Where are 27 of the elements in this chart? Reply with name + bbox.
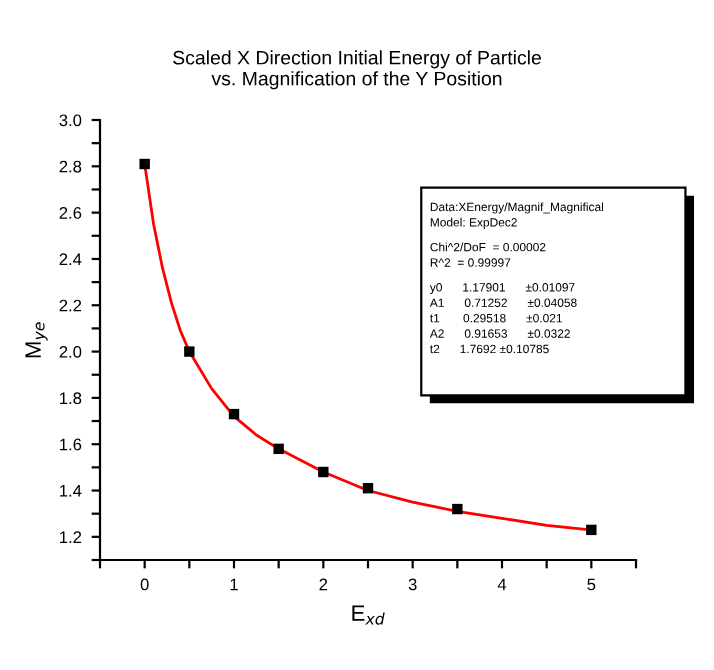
x-tick-label: 0: [140, 578, 149, 591]
point: [452, 503, 463, 515]
y-tick-label: 2.8: [59, 160, 82, 173]
y-tick-label: 3.0: [59, 114, 82, 127]
point: [139, 158, 150, 170]
y-tick-label: 2.6: [59, 207, 82, 219]
point: [362, 483, 374, 494]
y-tick-label: 1.8: [60, 392, 82, 405]
y-tick-label: 2.4: [59, 253, 82, 265]
x-tick-label: 4: [497, 578, 507, 591]
x-tick-label: 3: [408, 578, 417, 591]
point: [228, 408, 240, 420]
point: [273, 443, 284, 455]
x-tick-label: 5: [587, 578, 596, 591]
y-tick-label: 1.2: [60, 531, 82, 543]
y-tick-label: 2.2: [59, 299, 82, 312]
chart-title: Scaled X Direction Initial Energy of Particle vs. Magnification of the Y Position: [173, 50, 541, 90]
x-axis-title: E$_{xd}$: [352, 605, 385, 625]
y-tick-label: 1.4: [60, 485, 82, 497]
point: [318, 466, 329, 478]
point: [586, 524, 597, 536]
x-tick-label: 1: [230, 578, 238, 591]
y-tick-label: 2.0: [59, 345, 82, 358]
point: [184, 346, 195, 357]
y-axis-title: M$_{ye}$: [25, 322, 48, 358]
y-tick-label: 1.6: [60, 438, 82, 451]
x-tick-label: 2: [319, 578, 328, 591]
